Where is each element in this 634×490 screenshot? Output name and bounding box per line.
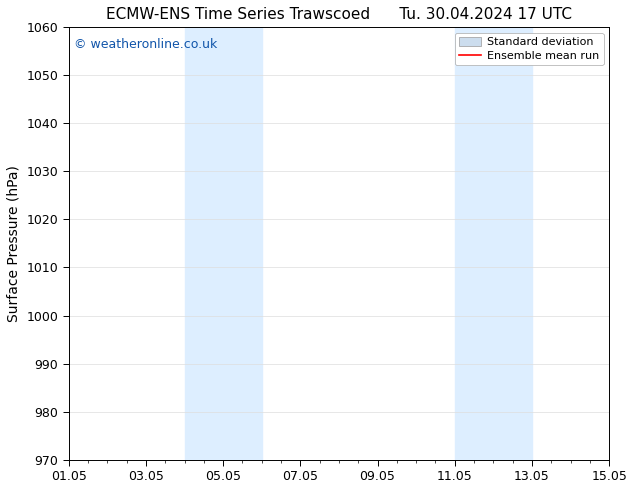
Legend: Standard deviation, Ensemble mean run: Standard deviation, Ensemble mean run <box>455 33 604 65</box>
Bar <box>455 27 532 460</box>
Y-axis label: Surface Pressure (hPa): Surface Pressure (hPa) <box>7 165 21 322</box>
Title: ECMW-ENS Time Series Trawscoed      Tu. 30.04.2024 17 UTC: ECMW-ENS Time Series Trawscoed Tu. 30.04… <box>106 7 572 22</box>
Bar <box>184 27 262 460</box>
Text: © weatheronline.co.uk: © weatheronline.co.uk <box>74 38 217 51</box>
